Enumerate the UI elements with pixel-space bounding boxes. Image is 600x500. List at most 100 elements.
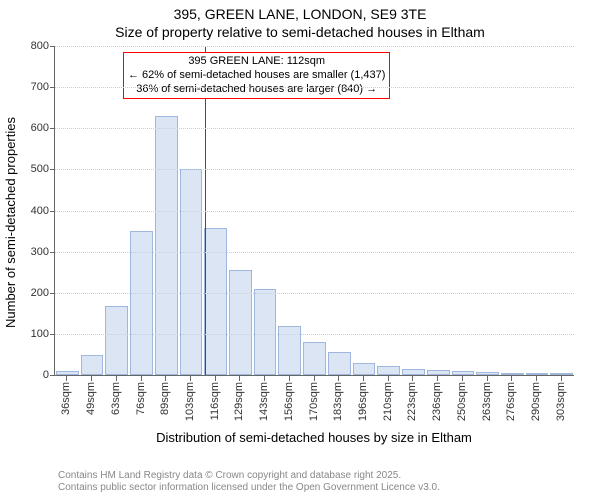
plot-area: 395 GREEN LANE: 112sqm ← 62% of semi-det… [54,46,574,376]
x-tick-mark [91,376,92,381]
y-tick-mark [50,128,55,129]
x-tick-label: 89sqm [159,382,171,415]
histogram-bar [303,342,326,375]
x-tick-mark [561,376,562,381]
chart-container: Number of semi-detached properties 395 G… [0,42,600,450]
gridline [55,252,574,253]
x-tick-mark [536,376,537,381]
histogram-bar [56,371,79,375]
x-tick-label: 156sqm [283,382,295,421]
y-tick-label: 500 [31,163,49,175]
x-tick-label: 36sqm [60,382,72,415]
histogram-bar [353,363,376,375]
x-tick-mark [141,376,142,381]
chart-title-block: 395, GREEN LANE, LONDON, SE9 3TE Size of… [0,0,600,41]
title-line2: Size of property relative to semi-detach… [0,24,600,42]
y-axis-label-text: Number of semi-detached properties [3,117,18,328]
annotation-line3: 36% of semi-detached houses are larger (… [128,83,385,97]
y-tick-mark [50,334,55,335]
y-tick-mark [50,211,55,212]
x-tick-label: 129sqm [233,382,245,421]
y-tick-mark [50,87,55,88]
x-tick-label: 236sqm [431,382,443,421]
histogram-bar [501,373,524,375]
annotation-line1: 395 GREEN LANE: 112sqm [128,55,385,69]
y-tick-label: 200 [31,287,49,299]
x-tick-mark [165,376,166,381]
x-tick-mark [190,376,191,381]
x-tick-mark [462,376,463,381]
x-tick-label: 103sqm [184,382,196,421]
annotation-box: 395 GREEN LANE: 112sqm ← 62% of semi-det… [123,52,390,99]
y-axis-label: Number of semi-detached properties [0,42,20,402]
gridline [55,46,574,47]
x-tick-label: 196sqm [357,382,369,421]
gridline [55,128,574,129]
x-tick-label: 143sqm [258,382,270,421]
x-tick-label: 263sqm [481,382,493,421]
y-tick-label: 0 [43,369,49,381]
y-tick-mark [50,293,55,294]
y-tick-label: 400 [31,205,49,217]
histogram-bar [180,169,203,375]
footer-line1: Contains HM Land Registry data © Crown c… [58,470,440,482]
histogram-bar [402,369,425,375]
x-tick-mark [116,376,117,381]
gridline [55,87,574,88]
x-tick-label: 76sqm [135,382,147,415]
x-tick-label: 116sqm [209,382,221,420]
x-axis-label: Distribution of semi-detached houses by … [54,430,574,445]
histogram-bar [328,352,351,375]
histogram-bar [427,370,450,375]
y-tick-label: 800 [31,40,49,52]
histogram-bar [254,289,277,375]
x-tick-label: 63sqm [110,382,122,415]
histogram-bar [377,366,400,375]
gridline [55,293,574,294]
x-tick-label: 290sqm [530,382,542,421]
histogram-bar [550,373,573,375]
gridline [55,169,574,170]
x-tick-mark [264,376,265,381]
histogram-bar [452,371,475,375]
y-tick-label: 300 [31,246,49,258]
y-tick-mark [50,252,55,253]
y-tick-label: 600 [31,122,49,134]
histogram-bar [155,116,178,375]
histogram-bar [81,355,104,375]
x-tick-mark [363,376,364,381]
x-tick-label: 210sqm [382,382,394,421]
x-tick-label: 183sqm [332,382,344,421]
title-line1: 395, GREEN LANE, LONDON, SE9 3TE [0,6,600,24]
x-tick-label: 250sqm [456,382,468,421]
footer-attribution: Contains HM Land Registry data © Crown c… [58,470,440,494]
x-tick-label: 303sqm [555,382,567,421]
x-tick-mark [511,376,512,381]
x-tick-label: 49sqm [85,382,97,415]
x-tick-mark [215,376,216,381]
gridline [55,211,574,212]
histogram-bar [526,373,549,375]
x-tick-mark [289,376,290,381]
gridline [55,334,574,335]
histogram-bar [105,306,128,375]
x-tick-mark [487,376,488,381]
histogram-bar [204,228,227,375]
x-tick-mark [437,376,438,381]
histogram-bar [476,372,499,375]
x-tick-mark [388,376,389,381]
x-tick-mark [314,376,315,381]
y-tick-label: 700 [31,81,49,93]
x-axis-ticks: 36sqm 49sqm 63sqm 76sqm 89sqm 103sqm 116sqm 129… [54,376,574,436]
x-tick-label: 223sqm [406,382,418,421]
histogram-bar [130,231,153,375]
x-tick-mark [66,376,67,381]
footer-line2: Contains public sector information licen… [58,482,440,494]
annotation-line2: ← 62% of semi-detached houses are smalle… [128,69,385,83]
histogram-bar [229,270,252,375]
x-tick-mark [338,376,339,381]
y-tick-mark [50,46,55,47]
x-tick-mark [412,376,413,381]
x-tick-mark [239,376,240,381]
y-tick-mark [50,169,55,170]
